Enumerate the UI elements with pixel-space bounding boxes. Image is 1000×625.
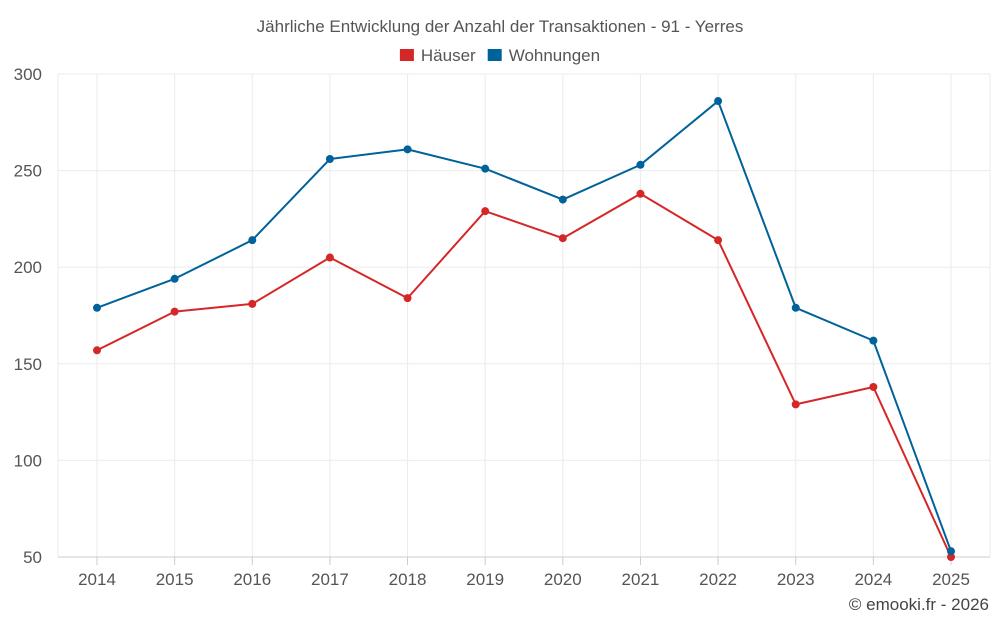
y-axis: 50 100 150 200 250 300	[14, 65, 42, 567]
x-tick-label: 2020	[544, 570, 582, 589]
series-1-point[interactable]	[636, 189, 645, 198]
legend-swatch	[487, 49, 502, 61]
series-1-point[interactable]	[93, 346, 101, 355]
x-tick-label: 2024	[854, 570, 892, 589]
x-tick-label: 2016	[233, 570, 271, 589]
series-2-line	[96, 100, 952, 552]
series-1-point[interactable]	[403, 294, 412, 303]
series-2-point[interactable]	[325, 155, 334, 164]
series-1-point[interactable]	[714, 236, 723, 245]
x-tick-label: 2019	[466, 570, 504, 589]
y-tick-label: 300	[14, 65, 42, 84]
y-tick-label: 100	[14, 451, 42, 470]
legend-item-series-2[interactable]: Wohnungen	[487, 46, 600, 65]
series-1-line	[96, 192, 952, 558]
x-tick-label: 2025	[932, 570, 970, 589]
grid	[57, 73, 991, 558]
credit-text: © emooki.fr - 2026	[849, 595, 989, 614]
series-1-point[interactable]	[481, 207, 490, 216]
legend: Häuser Wohnungen	[399, 46, 600, 65]
series-2-point[interactable]	[403, 145, 412, 154]
legend-label: Wohnungen	[509, 46, 600, 65]
series-2-point[interactable]	[558, 195, 567, 204]
series-2-point[interactable]	[248, 236, 257, 245]
legend-item-series-1[interactable]: Häuser	[399, 46, 476, 65]
x-tick-label: 2018	[389, 570, 427, 589]
x-tick-label: 2014	[78, 570, 116, 589]
series-1-point[interactable]	[947, 553, 955, 561]
y-tick-label: 150	[14, 355, 42, 374]
series-2-point[interactable]	[170, 274, 179, 283]
x-tick-label: 2023	[777, 570, 815, 589]
y-tick-label: 200	[14, 258, 42, 277]
series-layer	[93, 97, 955, 561]
series-1-point[interactable]	[558, 234, 567, 243]
series-1-point[interactable]	[248, 299, 257, 308]
series-2-point[interactable]	[636, 160, 645, 169]
series-2-point[interactable]	[947, 547, 955, 556]
x-tick-label: 2015	[156, 570, 194, 589]
series-2-point[interactable]	[714, 97, 723, 106]
series-1-point[interactable]	[869, 382, 878, 391]
series-2-point[interactable]	[791, 303, 800, 312]
y-tick-label: 50	[23, 548, 42, 567]
x-tick-label: 2022	[699, 570, 737, 589]
x-tick-label: 2021	[622, 570, 660, 589]
series-1-point[interactable]	[791, 400, 800, 409]
series-1-point[interactable]	[325, 253, 334, 262]
x-tick-label: 2017	[311, 570, 349, 589]
series-1-point[interactable]	[170, 307, 179, 316]
legend-swatch	[399, 49, 414, 61]
chart-title: Jährliche Entwicklung der Anzahl der Tra…	[257, 17, 744, 36]
x-axis: 2014 2015 2016 2017 2018 2019 2020 2021 2022 2023…	[78, 557, 970, 589]
series-2-point[interactable]	[481, 164, 490, 173]
y-tick-label: 250	[14, 162, 42, 181]
legend-label: Häuser	[421, 46, 476, 65]
series-2-point[interactable]	[869, 336, 878, 345]
series-2-point[interactable]	[93, 303, 101, 312]
